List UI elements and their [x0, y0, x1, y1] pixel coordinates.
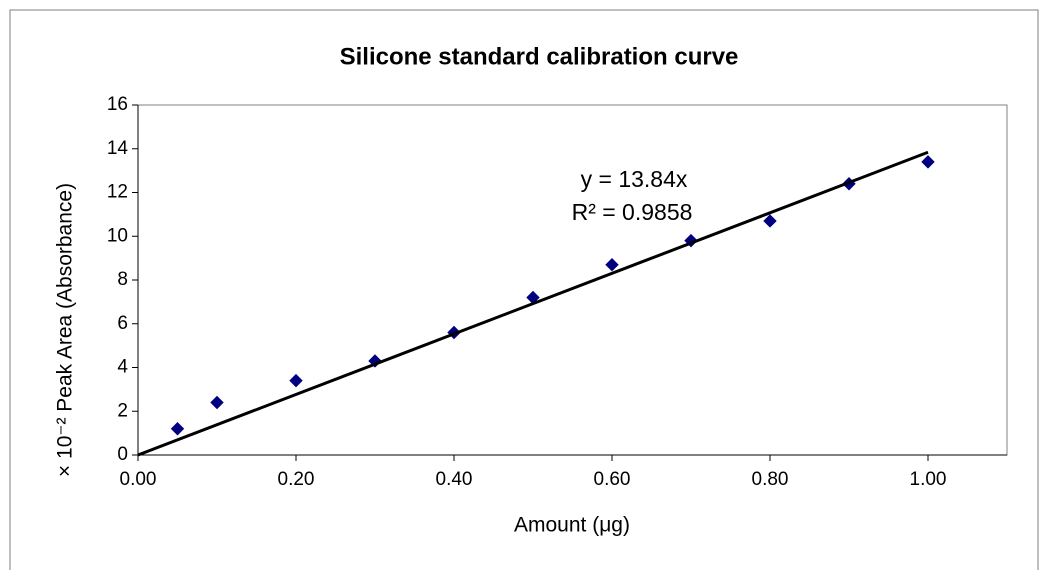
x-tick-label: 0.20 — [278, 469, 315, 490]
chart-frame — [9, 9, 1039, 570]
y-tick-label: 14 — [107, 138, 129, 159]
x-tick-label: 1.00 — [910, 469, 947, 490]
x-tick-label: 0.00 — [120, 469, 157, 490]
data-point — [289, 373, 303, 388]
data-point — [921, 155, 935, 169]
y-tick-label: 2 — [117, 400, 128, 421]
data-point — [210, 395, 224, 410]
trendline-r-squared: R² = 0.9858 — [572, 199, 693, 225]
y-tick-label: 16 — [107, 94, 128, 115]
y-axis-label: × 10⁻² Peak Area (Absorbance) — [54, 183, 77, 477]
data-point — [605, 257, 619, 272]
x-tick-label: 0.80 — [752, 469, 789, 490]
y-tick-label: 6 — [117, 313, 128, 334]
y-tick-label: 4 — [117, 357, 128, 378]
y-tick-label: 8 — [117, 269, 128, 290]
x-tick-label: 0.60 — [594, 469, 631, 490]
y-tick-label: 10 — [107, 225, 128, 246]
data-point — [763, 214, 777, 228]
trendline-equation: y = 13.84x — [581, 166, 688, 192]
x-axis-label: Amount (μg) — [514, 514, 630, 537]
y-tick-label: 0 — [117, 444, 128, 465]
data-point — [368, 354, 382, 368]
plot-area — [137, 104, 1008, 456]
chart-title: Silicone standard calibration curve — [340, 43, 739, 70]
y-tick-label: 12 — [107, 182, 128, 203]
data-point — [170, 422, 185, 436]
trendline — [137, 150, 929, 457]
x-tick-label: 0.40 — [436, 469, 473, 490]
